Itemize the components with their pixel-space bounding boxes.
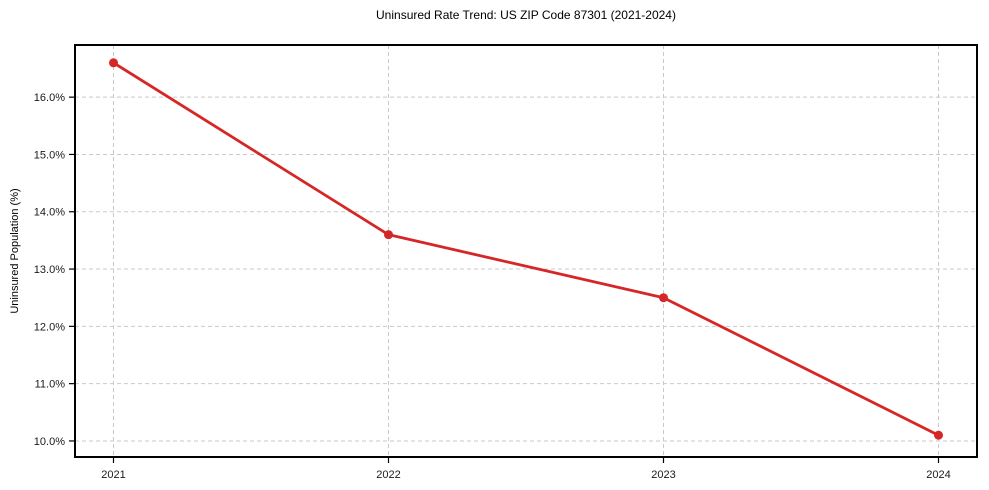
y-tick-label: 16.0% xyxy=(34,92,65,104)
x-tick-label: 2024 xyxy=(926,469,950,481)
chart-title: Uninsured Rate Trend: US ZIP Code 87301 … xyxy=(376,8,676,22)
x-tick-label: 2023 xyxy=(651,469,675,481)
data-point-marker xyxy=(384,230,393,240)
x-tick-label: 2021 xyxy=(101,469,125,481)
x-tick-label: 2022 xyxy=(376,469,400,481)
data-point-marker xyxy=(934,430,943,440)
data-line xyxy=(112,61,940,437)
data-point-marker xyxy=(659,293,668,303)
y-tick-label: 12.0% xyxy=(34,321,65,333)
y-tick-label: 14.0% xyxy=(34,207,65,219)
data-point-marker xyxy=(109,58,118,68)
y-tick-label: 15.0% xyxy=(34,149,65,161)
plot-border xyxy=(74,44,978,458)
y-tick-label: 10.0% xyxy=(34,436,65,448)
y-tick-label: 11.0% xyxy=(35,379,66,391)
y-tick-label: 13.0% xyxy=(34,264,65,276)
